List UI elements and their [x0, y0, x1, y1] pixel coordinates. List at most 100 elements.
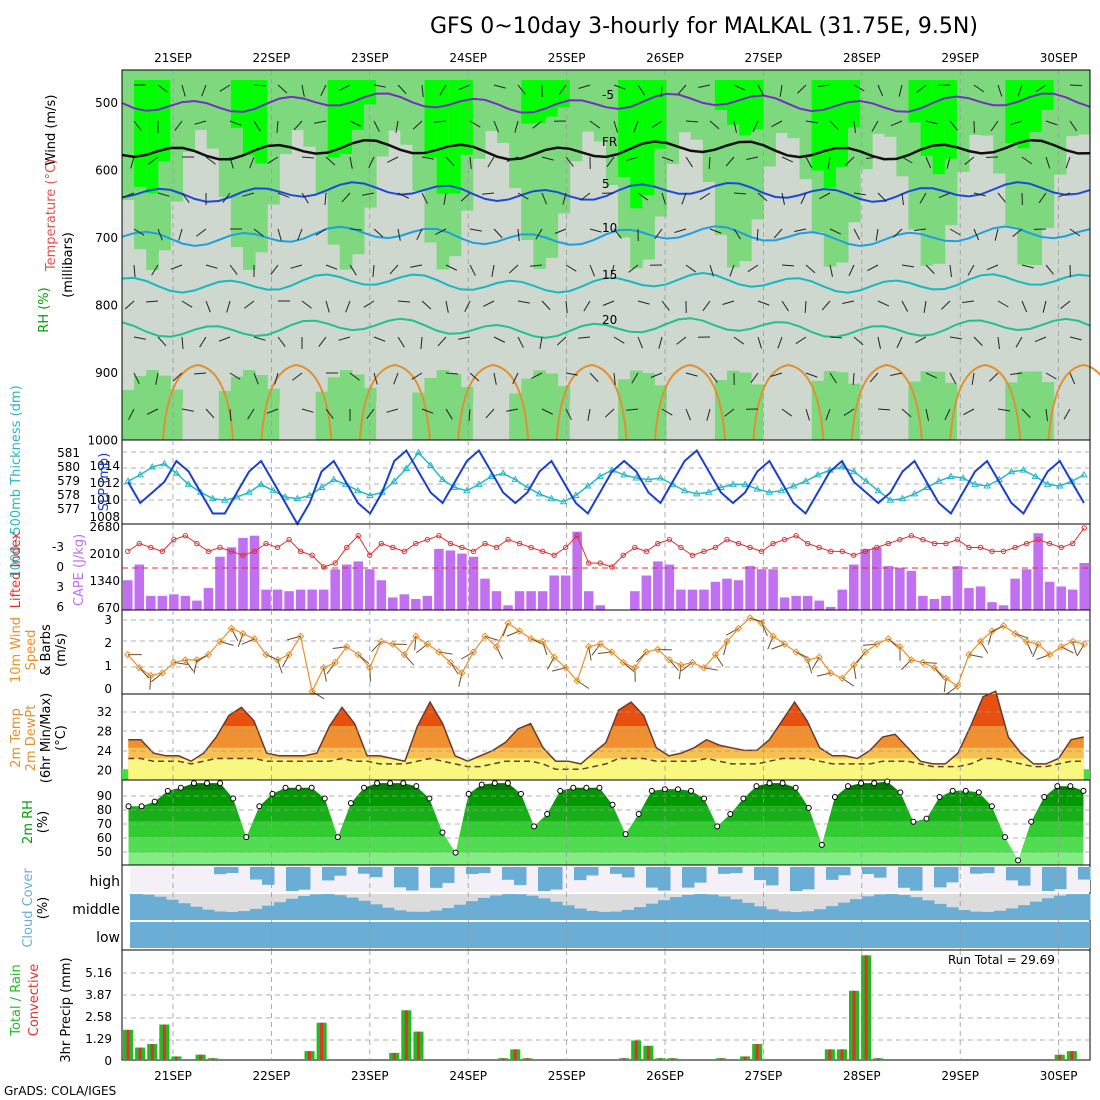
rh-cell — [884, 70, 897, 137]
wind-barb — [345, 300, 351, 313]
wind-speed-point — [515, 627, 524, 635]
wind-barb — [752, 120, 759, 133]
wind-barb — [229, 264, 238, 275]
high-cloud-cell — [970, 867, 983, 874]
wind-barb — [756, 228, 759, 242]
rh-cell — [678, 70, 692, 133]
middle-cloud-cell — [646, 903, 659, 920]
wind-barb — [825, 408, 831, 421]
wind-speed-point — [550, 653, 558, 661]
wind-barb — [205, 156, 216, 165]
date-axis-bottom: 21SEP 22SEP 23SEP 24SEP 25SEP 26SEP 27SEP 28SEP… — [154, 1069, 1077, 1083]
wind-barb — [795, 336, 807, 344]
wind-barb — [437, 336, 447, 347]
wind-barb — [589, 264, 595, 277]
rh-cell-saturated — [460, 80, 474, 155]
wind-barb — [277, 84, 288, 94]
wind-barb — [458, 84, 471, 90]
wind-barb — [973, 336, 983, 346]
panel-frame — [121, 949, 1091, 1061]
cape-bar — [226, 547, 237, 610]
thickness-point — [329, 475, 338, 483]
wind-barb — [445, 372, 458, 375]
cape-bar — [480, 578, 490, 610]
high-cloud-cell — [478, 867, 491, 874]
lifted-index-point — [931, 540, 938, 547]
high-cloud-cell — [658, 867, 671, 891]
wind-barb — [771, 120, 783, 128]
rh-point — [204, 780, 211, 787]
wind-barb — [174, 120, 183, 131]
wind-barb — [661, 408, 673, 416]
wind-speed-point — [538, 637, 547, 646]
lifted-index-point — [793, 533, 799, 539]
li-tick: -3 — [52, 540, 64, 554]
wind-barb — [122, 192, 135, 198]
precip-convective-bar — [743, 1056, 747, 1060]
wind-speed-point — [896, 643, 904, 651]
precip-tick: 0 — [104, 1054, 112, 1068]
wind-barb — [157, 192, 170, 197]
wind-speed-point — [953, 682, 962, 690]
wind-speed-point — [861, 648, 869, 656]
cape-bar — [872, 547, 882, 610]
wind-barb — [877, 300, 890, 307]
rh-point — [661, 786, 668, 793]
rh-cell — [134, 375, 147, 440]
wind-barb — [869, 372, 879, 383]
wind-barb — [445, 264, 458, 271]
thickness-point — [1043, 480, 1052, 487]
rh-cell — [1041, 382, 1055, 440]
slp-tick: 1014 — [89, 459, 120, 473]
rh-cell — [182, 70, 196, 152]
rh-cell-saturated — [835, 80, 849, 167]
rh-point — [374, 780, 381, 787]
rh-point — [1080, 787, 1087, 794]
rh-point — [740, 795, 747, 802]
wind-barb — [219, 84, 231, 92]
wind-barb — [733, 192, 747, 195]
thickness-point — [741, 480, 750, 487]
rh-cell — [230, 376, 244, 440]
wind-speed-point — [1069, 637, 1077, 646]
middle-cloud-cell — [190, 906, 203, 920]
high-cloud-cell — [226, 867, 239, 874]
rh-cell — [763, 70, 776, 167]
high-cloud-cell — [1042, 867, 1055, 891]
rh-cell — [545, 70, 559, 258]
wind-barb — [925, 264, 935, 274]
rh-point — [452, 849, 459, 856]
wind-barb — [901, 156, 913, 164]
middle-cloud-cell — [958, 910, 971, 920]
high-cloud-cell — [394, 867, 407, 888]
wind-barb — [397, 192, 410, 199]
middle-cloud-cell — [1018, 905, 1031, 920]
wind-barb — [949, 372, 957, 384]
wind-speed-point — [366, 664, 374, 672]
wind-barb — [458, 336, 471, 340]
wind-barb — [805, 372, 818, 378]
wind-barb — [130, 156, 135, 169]
middle-cloud-cell — [166, 899, 179, 920]
wind-barb — [724, 408, 735, 417]
cape-bar — [514, 591, 525, 610]
wind-speed-point — [780, 640, 789, 648]
rh-cell-saturated — [158, 80, 171, 162]
isotherm-25-contour — [949, 363, 1022, 441]
rh-cell-saturated — [1029, 80, 1043, 132]
wind-barb — [148, 156, 159, 165]
cape-bar — [837, 589, 847, 610]
upper-air-panel: -5 FR 5 10 15 20 500 600 700 800 900 1000 Wind (m/s)… — [37, 69, 1100, 448]
middle-cloud-cell — [250, 908, 263, 920]
rh-point — [936, 794, 943, 800]
cape-bar — [526, 591, 536, 610]
wind-barb — [967, 264, 975, 276]
rh-cell — [545, 373, 559, 440]
wind-barb — [290, 264, 303, 269]
middle-cloud-cell — [406, 911, 419, 920]
rh-cell — [1077, 70, 1091, 135]
temp-line — [128, 690, 1084, 765]
rh-point — [949, 787, 956, 794]
y-tick-label: 900 — [95, 366, 118, 380]
middle-cloud-cell — [1042, 898, 1055, 920]
